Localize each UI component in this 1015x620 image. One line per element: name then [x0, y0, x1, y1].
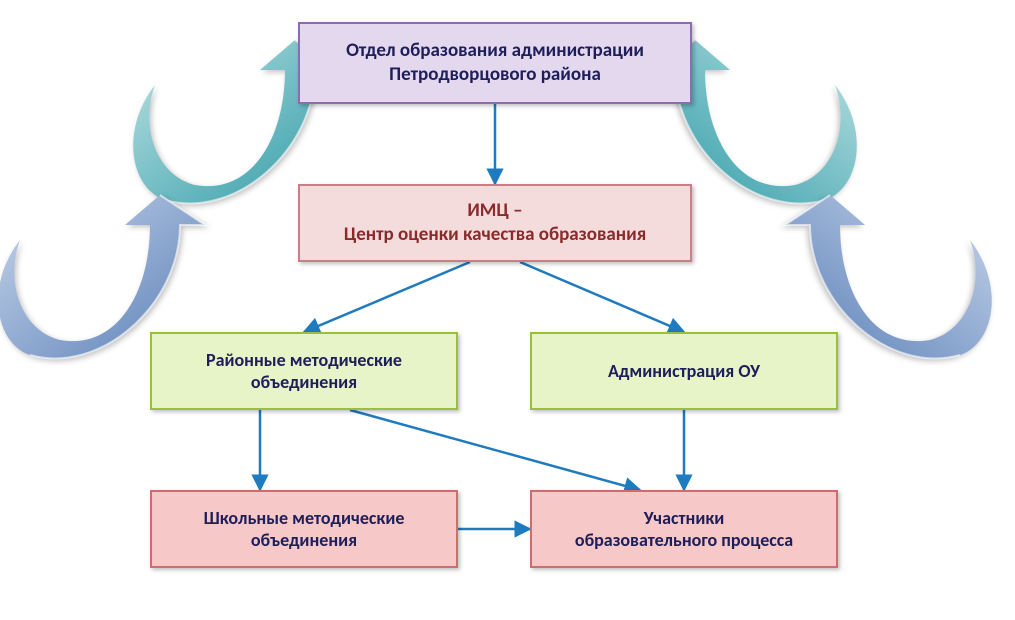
node-label: ИМЦ –Центр оценки качества образования: [344, 199, 646, 247]
node-right_mid: Администрация ОУ: [530, 332, 838, 410]
arrow-center-to-left_mid: [304, 262, 470, 332]
node-label: Участникиобразовательного процесса: [575, 507, 793, 552]
node-label: Районные методическиеобъединения: [206, 349, 402, 394]
node-label: Отдел образования администрацииПетродвор…: [346, 39, 644, 87]
arrow-left_mid-to-right_bottom: [350, 410, 640, 490]
node-left_mid: Районные методическиеобъединения: [150, 332, 458, 410]
node-label: Администрация ОУ: [608, 360, 760, 383]
node-right_bottom: Участникиобразовательного процесса: [530, 490, 838, 568]
diagram-canvas: Отдел образования администрацииПетродвор…: [0, 0, 1015, 620]
arrow-center-to-right_mid: [520, 262, 684, 332]
node-center: ИМЦ –Центр оценки качества образования: [298, 184, 692, 262]
node-top: Отдел образования администрацииПетродвор…: [298, 22, 692, 104]
node-label: Школьные методическиеобъединения: [204, 507, 405, 552]
node-left_bottom: Школьные методическиеобъединения: [150, 490, 458, 568]
